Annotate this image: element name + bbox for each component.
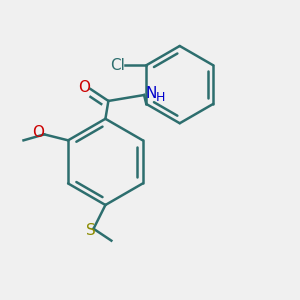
Text: O: O xyxy=(32,125,44,140)
Text: S: S xyxy=(86,223,95,238)
Text: Cl: Cl xyxy=(111,58,125,73)
Text: N: N xyxy=(146,86,157,101)
Text: H: H xyxy=(156,92,165,104)
Text: O: O xyxy=(79,80,91,95)
